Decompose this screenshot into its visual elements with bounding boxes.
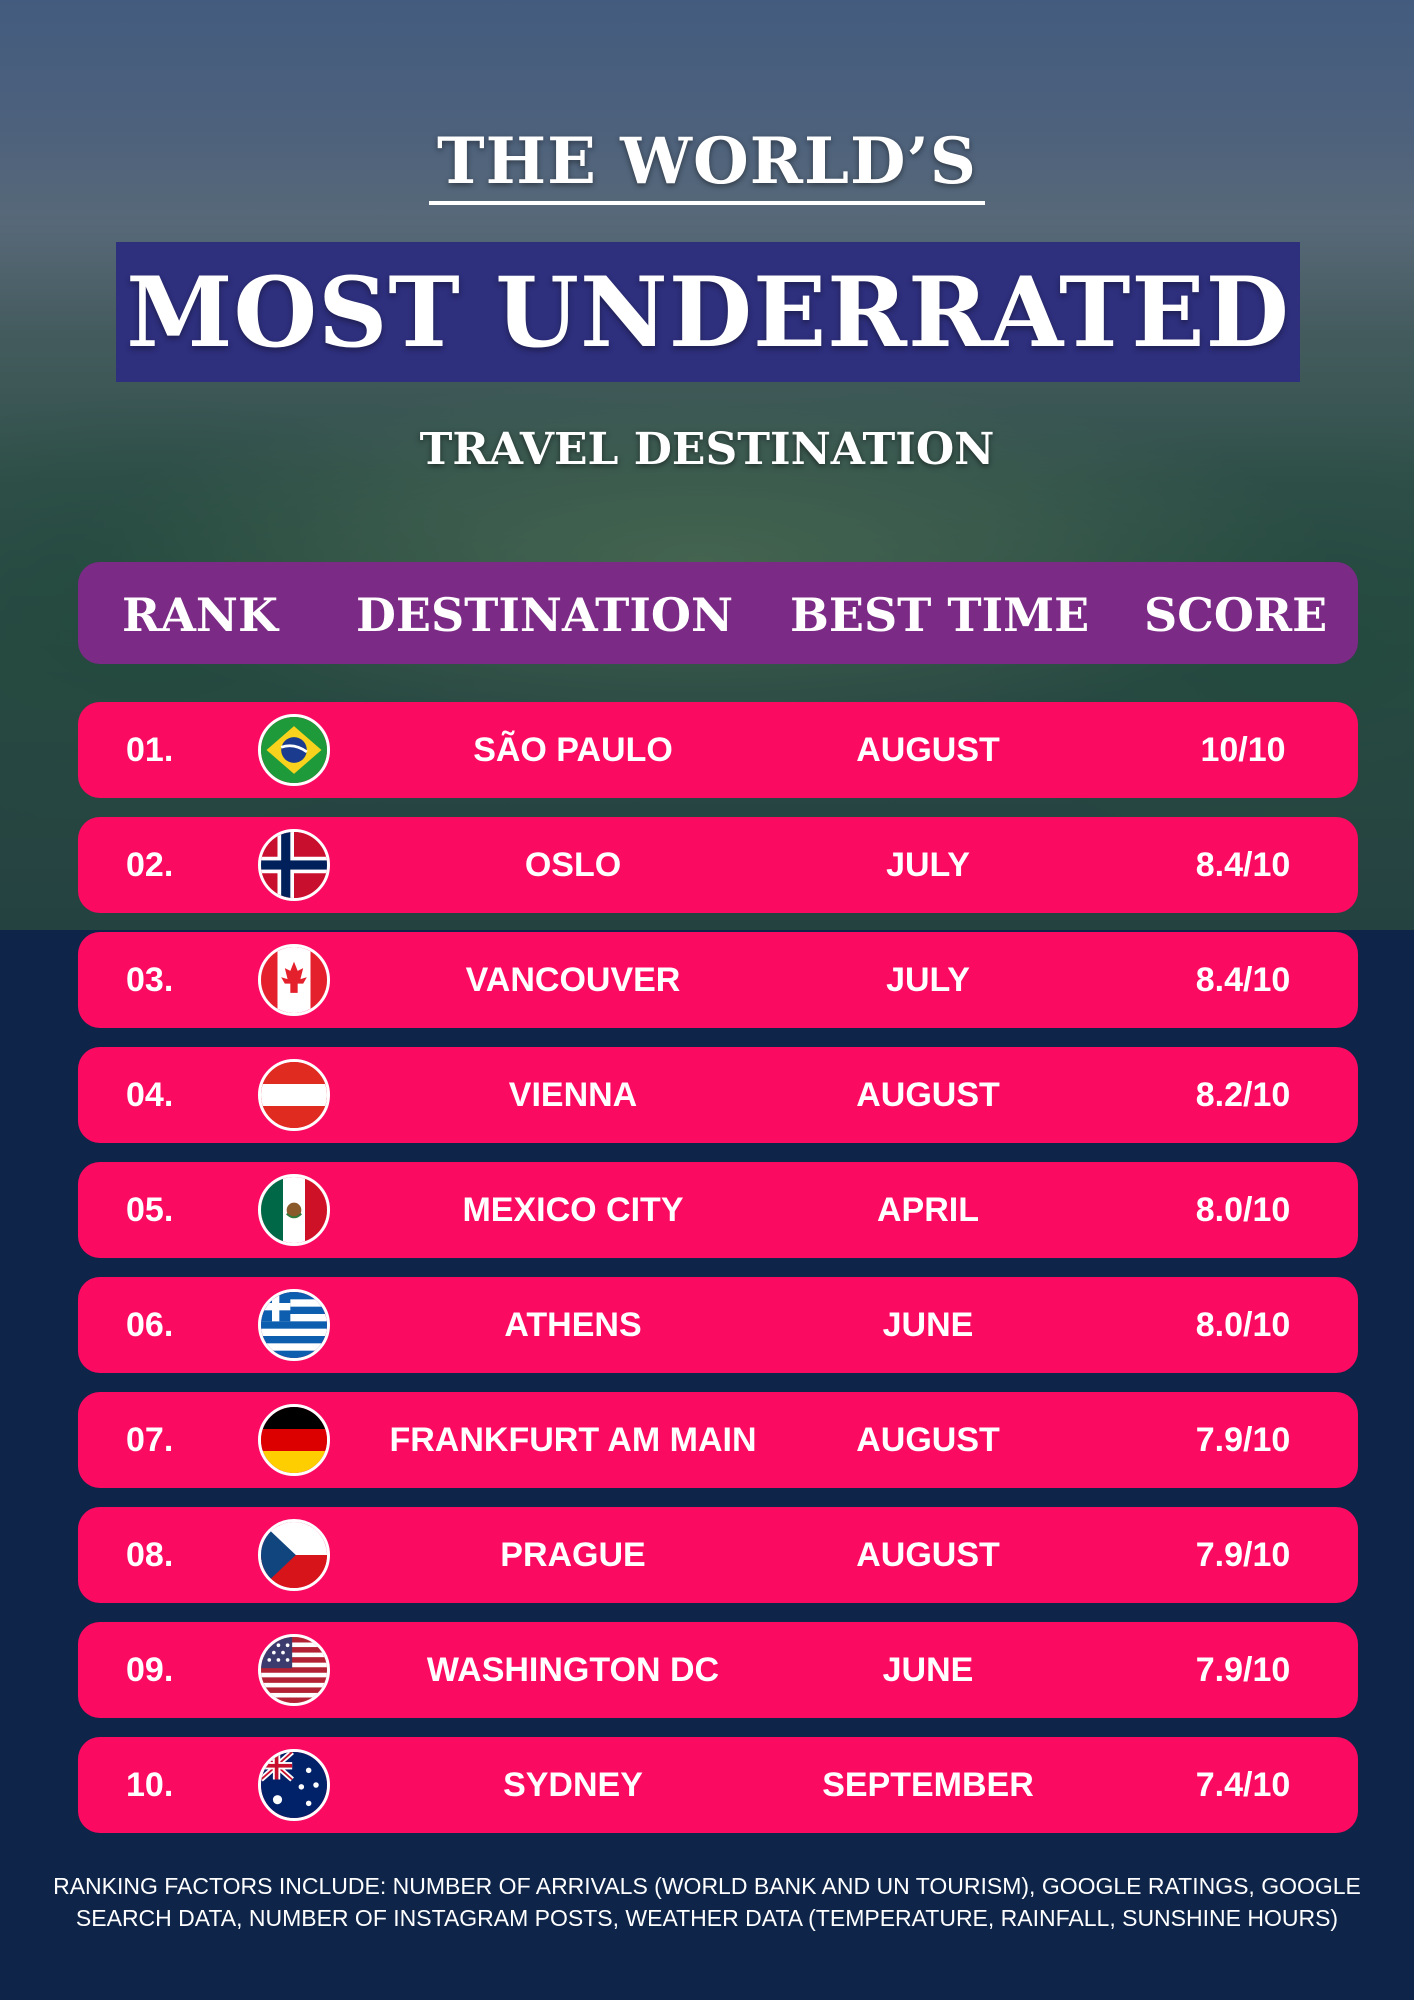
row-destination: FRANKFURT AM MAIN [389,1420,757,1459]
row-destination: ATHENS [504,1305,642,1344]
column-header-rank: RANK [122,588,278,642]
title-line-2: MOST UNDERRATED [126,255,1290,369]
row-rank: 04. [126,1075,174,1114]
row-best-time: AUGUST [856,1535,1000,1574]
table-row: 07. FRANKFURT AM MAIN AUGUST 7.9/10 [78,1392,1358,1488]
greece-flag-icon [258,1289,330,1361]
row-best-time: AUGUST [856,730,1000,769]
table-row: 01. SÃO PAULO AUGUST 10/10 [78,702,1358,798]
row-best-time: AUGUST [856,1075,1000,1114]
column-header-best-time: BEST TIME [790,588,1090,642]
row-destination: VANCOUVER [465,960,681,999]
row-destination: SÃO PAULO [473,730,673,769]
mexico-flag-icon [258,1174,330,1246]
title-line-1: THE WORLD’S [0,124,1414,205]
title-line-1-text: THE WORLD’S [429,124,985,205]
table-row: 08. PRAGUE AUGUST 7.9/10 [78,1507,1358,1603]
row-rank: 03. [126,960,174,999]
table-row: 02. OSLO JULY 8.4/10 [78,817,1358,913]
row-rank: 06. [126,1305,174,1344]
canada-flag-icon [258,944,330,1016]
table-row: 09. WASHINGTON DC JUNE 7.9/10 [78,1622,1358,1718]
title-banner: MOST UNDERRATED [116,242,1300,382]
row-destination: PRAGUE [500,1535,646,1574]
row-destination: VIENNA [508,1075,638,1114]
austria-flag-icon [258,1059,330,1131]
row-rank: 05. [126,1190,174,1229]
table-row: 10. SYDNEY SEPTEMBER 7.4/10 [78,1737,1358,1833]
row-score: 8.4/10 [1195,960,1291,999]
germany-flag-icon [258,1404,330,1476]
row-best-time: JULY [886,845,970,884]
row-destination: MEXICO CITY [462,1190,684,1229]
row-rank: 10. [126,1765,174,1804]
column-header-score: SCORE [1144,588,1328,642]
usa-flag-icon [258,1634,330,1706]
row-score: 8.4/10 [1195,845,1291,884]
table-row: 05. MEXICO CITY APRIL 8.0/10 [78,1162,1358,1258]
row-best-time: JUNE [882,1305,974,1344]
row-destination: SYDNEY [503,1765,643,1804]
row-best-time: SEPTEMBER [822,1765,1034,1804]
table-row: 04. VIENNA AUGUST 8.2/10 [78,1047,1358,1143]
row-score: 7.9/10 [1195,1535,1291,1574]
row-rank: 07. [126,1420,174,1459]
row-destination: WASHINGTON DC [426,1650,720,1689]
row-rank: 08. [126,1535,174,1574]
title-line-3: TRAVEL DESTINATION [419,424,995,475]
row-score: 8.0/10 [1195,1305,1291,1344]
table-row: 06. ATHENS JUNE 8.0/10 [78,1277,1358,1373]
row-score: 10/10 [1200,730,1286,769]
row-score: 8.2/10 [1195,1075,1291,1114]
row-rank: 02. [126,845,174,884]
row-best-time: JULY [886,960,970,999]
row-best-time: APRIL [877,1190,979,1229]
row-score: 7.9/10 [1195,1420,1291,1459]
row-score: 7.9/10 [1195,1650,1291,1689]
row-destination: OSLO [524,845,622,884]
row-rank: 01. [126,730,174,769]
row-score: 7.4/10 [1195,1765,1291,1804]
australia-flag-icon [258,1749,330,1821]
table-row: 03. VANCOUVER JULY 8.4/10 [78,932,1358,1028]
column-header-destination: DESTINATION [356,588,734,642]
row-best-time: AUGUST [856,1420,1000,1459]
norway-flag-icon [258,829,330,901]
brazil-flag-icon [258,714,330,786]
row-best-time: JUNE [882,1650,974,1689]
row-rank: 09. [126,1650,174,1689]
czech-flag-icon [258,1519,330,1591]
row-score: 8.0/10 [1195,1190,1291,1229]
ranking-footnote: RANKING FACTORS INCLUDE: NUMBER OF ARRIV… [53,1873,1361,1931]
table-header: RANK DESTINATION BEST TIME SCORE [78,562,1358,664]
